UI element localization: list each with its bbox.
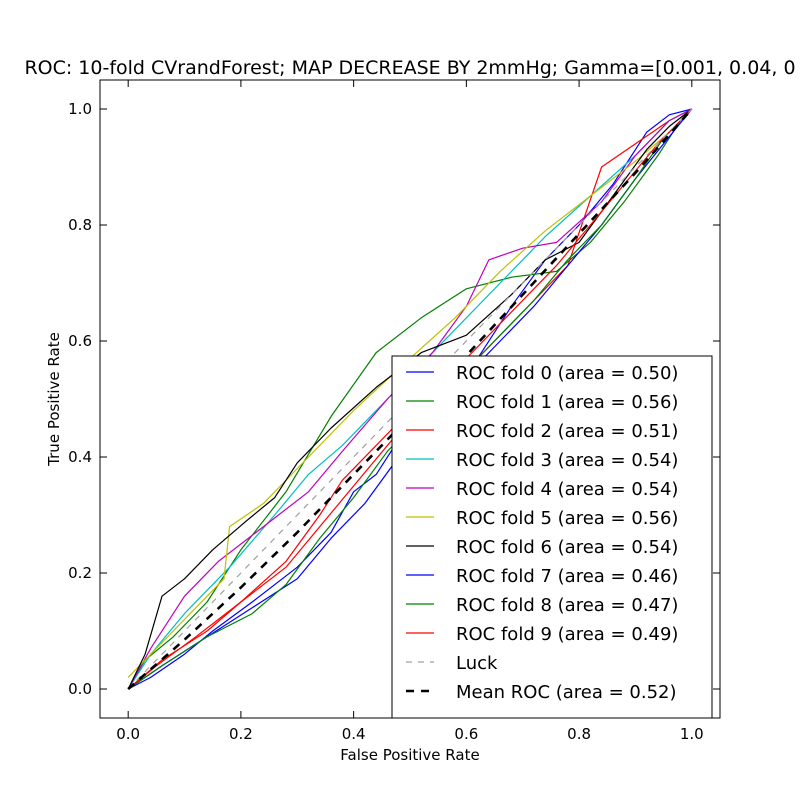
y-tick-label: 1.0 bbox=[68, 100, 92, 118]
legend: ROC fold 0 (area = 0.50) ROC fold 1 (area… bbox=[391, 355, 713, 719]
x-tick-label: 0.8 bbox=[567, 725, 591, 743]
legend-label-7: ROC fold 7 (area = 0.46) bbox=[456, 566, 678, 587]
x-tick-label: 0.4 bbox=[342, 725, 366, 743]
legend-label-10: Luck bbox=[456, 653, 498, 674]
x-tick-label: 0.0 bbox=[116, 725, 140, 743]
legend-label-4: ROC fold 4 (area = 0.54) bbox=[456, 479, 678, 500]
series-line-10 bbox=[127, 108, 693, 690]
legend-label-11: Mean ROC (area = 0.52) bbox=[456, 682, 677, 703]
legend-label-1: ROC fold 1 (area = 0.56) bbox=[456, 392, 678, 413]
y-axis-label: True Positive Rate bbox=[45, 332, 63, 467]
series-line-1 bbox=[127, 108, 693, 690]
legend-label-0: ROC fold 0 (area = 0.50) bbox=[456, 363, 678, 384]
series-line-5 bbox=[127, 108, 693, 678]
series-line-4 bbox=[127, 108, 693, 690]
ticks-layer: 0.0 0.2 0.4 0.6 0.8 1.0 0.0 0.2 0.4 0.6 0.8 1.0 bbox=[68, 80, 720, 743]
y-tick-label: 0.8 bbox=[68, 216, 92, 234]
legend-label-6: ROC fold 6 (area = 0.54) bbox=[456, 537, 678, 558]
legend-box bbox=[391, 355, 713, 719]
x-tick-label: 0.2 bbox=[229, 725, 253, 743]
x-tick-label: 0.6 bbox=[454, 725, 478, 743]
legend-label-8: ROC fold 8 (area = 0.47) bbox=[456, 595, 678, 616]
y-tick-label: 0.2 bbox=[68, 564, 92, 582]
y-tick-label: 0.6 bbox=[68, 332, 92, 350]
y-tick-label: 0.4 bbox=[68, 448, 92, 466]
legend-label-9: ROC fold 9 (area = 0.49) bbox=[456, 624, 678, 645]
legend-label-3: ROC fold 3 (area = 0.54) bbox=[456, 450, 678, 471]
y-tick-label: 0.0 bbox=[68, 680, 92, 698]
chart-title: ROC: 10-fold CVrandForest; MAP DECREASE … bbox=[24, 57, 795, 79]
legend-label-5: ROC fold 5 (area = 0.56) bbox=[456, 508, 678, 529]
x-tick-label: 1.0 bbox=[680, 725, 704, 743]
legend-label-2: ROC fold 2 (area = 0.51) bbox=[456, 421, 678, 442]
x-axis-label: False Positive Rate bbox=[340, 746, 479, 764]
